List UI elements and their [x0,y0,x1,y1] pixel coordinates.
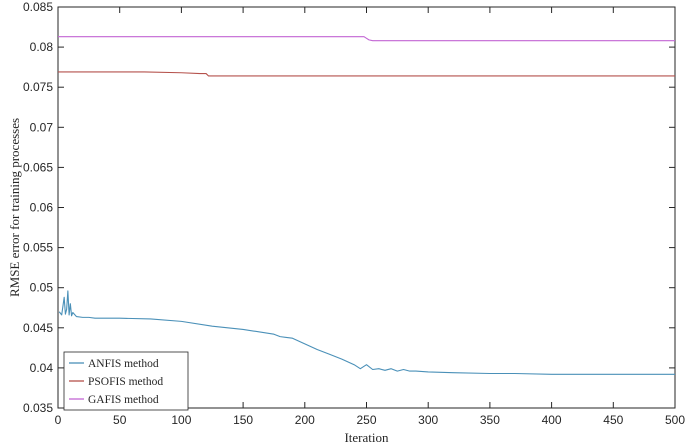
y-tick-label: 0.085 [23,0,53,14]
legend-box [63,351,189,411]
y-tick-label: 0.065 [23,160,53,174]
x-tick-label: 150 [233,413,253,427]
x-tick-label: 450 [603,413,623,427]
y-tick-label: 0.07 [30,120,54,134]
y-tick-label: 0.035 [23,401,53,415]
series-line-3 [58,36,675,42]
legend: ANFIS method PSOFIS method GAFIS method [63,351,189,411]
series-layer [58,36,675,375]
y-tick-label: 0.06 [30,201,54,215]
x-tick-label: 200 [295,413,315,427]
x-tick-label: 500 [665,413,685,427]
y-tick-label: 0.04 [30,361,54,375]
x-axis: 0 50 100 150 200 250 300 350 400 450 500 [55,7,685,427]
y-tick-label: 0.05 [30,281,54,295]
y-axis-label: RMSE error for training processes [7,118,22,297]
y-tick-label: 0.075 [23,80,53,94]
legend-label-2: PSOFIS method [88,376,163,388]
x-tick-label: 350 [480,413,500,427]
series-line-2 [58,71,675,77]
x-tick-label: 50 [113,413,127,427]
legend-label-3: GAFIS method [88,394,159,406]
legend-label-1: ANFIS method [88,358,159,370]
y-tick-label: 0.08 [30,40,54,54]
x-axis-label: Iteration [344,430,389,444]
plot-area [57,6,676,409]
x-tick-label: 100 [171,413,191,427]
y-tick-label: 0.055 [23,241,53,255]
x-tick-label: 0 [55,413,62,427]
x-tick-label: 250 [356,413,376,427]
series-line-1 [58,290,675,375]
x-tick-label: 300 [418,413,438,427]
x-tick-label: 400 [542,413,562,427]
y-tick-label: 0.045 [23,321,53,335]
y-axis: 0.035 0.04 0.045 0.05 0.055 0.06 0.065 0.07 0.07… [23,0,675,415]
